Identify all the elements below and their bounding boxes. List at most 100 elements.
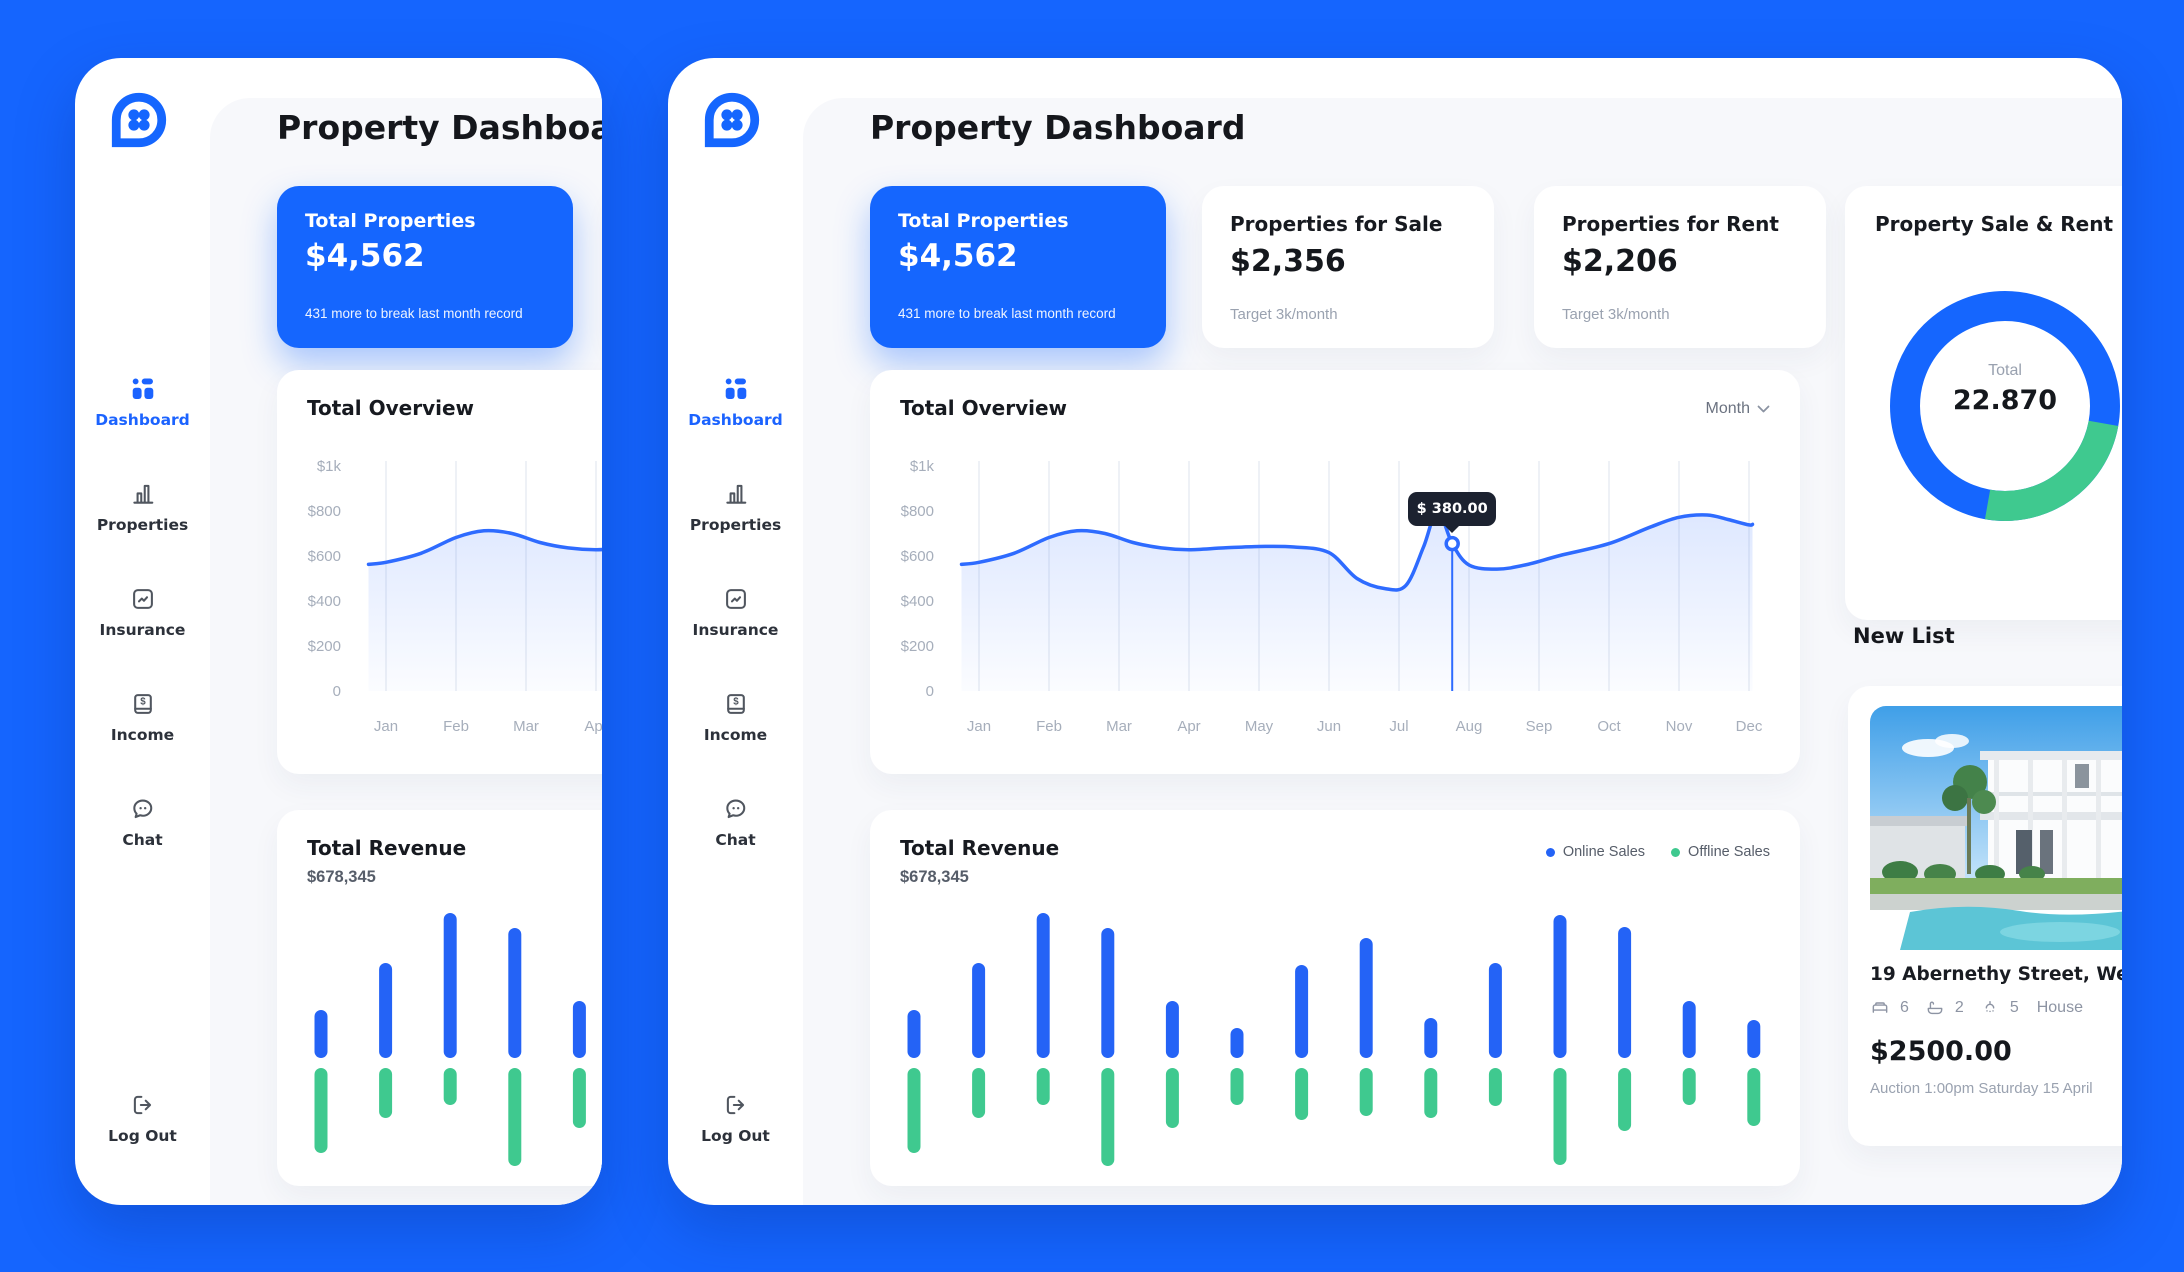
card-title: Property Sale & Rent bbox=[1875, 212, 2114, 236]
sidebar-item-logout[interactable]: Log Out bbox=[75, 1092, 210, 1145]
legend-online-sales: Online Sales bbox=[1545, 844, 1645, 860]
svg-text:Nov: Nov bbox=[1666, 718, 1693, 735]
sidebar-item-properties[interactable]: Properties bbox=[668, 481, 803, 534]
property-listing-card[interactable]: 19 Abernethy Street, Weetan 6 2 5 House … bbox=[1848, 686, 2122, 1146]
revenue-bar-chart bbox=[314, 913, 586, 1166]
sidebar-item-income[interactable]: $ Income bbox=[75, 691, 210, 744]
stat-title: Properties for Rent bbox=[1562, 212, 1779, 236]
svg-text:Jan: Jan bbox=[374, 718, 398, 735]
card-title: Total Overview bbox=[307, 396, 475, 420]
svg-text:Mar: Mar bbox=[1106, 718, 1132, 735]
svg-text:Apr: Apr bbox=[584, 718, 602, 735]
svg-text:$: $ bbox=[140, 697, 146, 708]
logout-icon bbox=[723, 1092, 749, 1118]
sidebar-item-dashboard[interactable]: Dashboard bbox=[668, 376, 803, 429]
sidebar-item-income[interactable]: $ Income bbox=[668, 691, 803, 744]
chat-bubble-icon bbox=[130, 796, 156, 822]
svg-text:Feb: Feb bbox=[443, 718, 469, 735]
svg-text:Sep: Sep bbox=[1526, 718, 1553, 735]
stat-value: $2,356 bbox=[1230, 244, 1346, 279]
bath-icon bbox=[1927, 1001, 1943, 1015]
svg-text:$600: $600 bbox=[901, 548, 934, 565]
sidebar-item-label: Chat bbox=[715, 831, 756, 849]
income-book-icon: $ bbox=[130, 691, 156, 717]
chevron-down-icon bbox=[1757, 405, 1770, 412]
svg-text:Mar: Mar bbox=[513, 718, 539, 735]
svg-text:Aug: Aug bbox=[1456, 718, 1483, 735]
total-revenue-card: Total Revenue $678,345 Online Sales Offl… bbox=[870, 810, 1800, 1186]
svg-text:$1k: $1k bbox=[317, 458, 342, 475]
properties-for-sale-card: Properties for Sale $2,356 Target 3k/mon… bbox=[1202, 186, 1494, 348]
stat-note: Target 3k/month bbox=[1230, 306, 1338, 323]
svg-text:$200: $200 bbox=[308, 638, 341, 655]
sidebar-item-chat[interactable]: Chat bbox=[75, 796, 210, 849]
insurance-box-icon bbox=[130, 586, 156, 612]
month-filter-label: Month bbox=[1705, 400, 1750, 417]
chart-legend: Online Sales Offline Sales bbox=[1545, 844, 1770, 860]
legend-dot-green bbox=[1671, 847, 1681, 857]
stat-title: Properties for Sale bbox=[1230, 212, 1443, 236]
listing-type: House bbox=[2036, 999, 2083, 1016]
svg-text:0: 0 bbox=[333, 683, 341, 700]
sidebar-item-dashboard[interactable]: Dashboard bbox=[75, 376, 210, 429]
stat-value: $4,562 bbox=[305, 238, 425, 274]
chart-tooltip: $ 380.00 bbox=[1408, 491, 1497, 533]
card-title: Total Overview bbox=[900, 396, 1068, 420]
sidebar-item-chat[interactable]: Chat bbox=[668, 796, 803, 849]
listing-address: 19 Abernethy Street, Weetan bbox=[1870, 964, 2122, 985]
svg-text:Oct: Oct bbox=[1597, 718, 1621, 735]
sidebar-item-insurance[interactable]: Insurance bbox=[75, 586, 210, 639]
property-photo bbox=[1870, 706, 2122, 950]
sidebar-item-label: Log Out bbox=[701, 1127, 770, 1145]
brand-logo bbox=[704, 92, 760, 148]
svg-text:Jul: Jul bbox=[1389, 718, 1408, 735]
legend-offline-sales: Offline Sales bbox=[1671, 844, 1770, 860]
sidebar-item-label: Log Out bbox=[108, 1127, 177, 1145]
listing-auction: Auction 1:00pm Saturday 15 April bbox=[1870, 1080, 2093, 1097]
total-revenue-card: Total Revenue $678,345 Online Sales Offl… bbox=[277, 810, 602, 1186]
properties-chart-icon bbox=[130, 481, 156, 507]
sidebar-item-properties[interactable]: Properties bbox=[75, 481, 210, 534]
total-properties-card: Total Properties $4,562 431 more to brea… bbox=[277, 186, 573, 348]
sidebar: Dashboard Properties Insurance $ Income … bbox=[75, 58, 210, 1205]
revenue-bar-chart bbox=[907, 913, 1761, 1166]
brand-logo bbox=[111, 92, 167, 148]
page-title: Property Dashboard bbox=[870, 108, 1246, 147]
stat-value: $2,206 bbox=[1562, 244, 1678, 279]
svg-text:$200: $200 bbox=[901, 638, 934, 655]
sidebar-item-label: Chat bbox=[122, 831, 163, 849]
stat-note: Target 3k/month bbox=[1562, 306, 1670, 323]
stat-title: Total Properties bbox=[305, 210, 476, 232]
insurance-box-icon bbox=[723, 586, 749, 612]
sidebar-item-logout[interactable]: Log Out bbox=[668, 1092, 803, 1145]
svg-text:Dec: Dec bbox=[1736, 718, 1763, 735]
svg-text:$800: $800 bbox=[308, 503, 341, 520]
sidebar-item-label: Insurance bbox=[99, 621, 186, 639]
card-title: Total Revenue bbox=[900, 836, 1060, 860]
revenue-total: $678,345 bbox=[307, 868, 376, 886]
stat-note: 431 more to break last month record bbox=[305, 306, 523, 321]
page-title: Property Dashboard bbox=[277, 108, 602, 147]
donut-center-text: Total 22.870 bbox=[1952, 362, 2058, 416]
svg-text:$1k: $1k bbox=[910, 458, 935, 475]
card-title: Total Revenue bbox=[307, 836, 467, 860]
properties-chart-icon bbox=[723, 481, 749, 507]
stat-title: Total Properties bbox=[898, 210, 1069, 232]
svg-text:Jun: Jun bbox=[1317, 718, 1341, 735]
chat-bubble-icon bbox=[723, 796, 749, 822]
sidebar-item-insurance[interactable]: Insurance bbox=[668, 586, 803, 639]
sidebar-item-label: Income bbox=[110, 726, 175, 744]
svg-text:$: $ bbox=[733, 697, 739, 708]
legend-dot-blue bbox=[1545, 847, 1555, 857]
month-filter-dropdown[interactable]: Month bbox=[1706, 400, 1770, 418]
sidebar-item-label: Properties bbox=[96, 516, 189, 534]
dashboard-grid-icon bbox=[723, 376, 749, 402]
revenue-total: $678,345 bbox=[900, 868, 969, 886]
svg-text:$400: $400 bbox=[308, 593, 341, 610]
svg-text:$800: $800 bbox=[901, 503, 934, 520]
listing-price: $2500.00 bbox=[1870, 1036, 2012, 1067]
dashboard-window-main: Dashboard Properties Insurance $ Income … bbox=[668, 58, 2122, 1205]
sidebar-item-label: Income bbox=[703, 726, 768, 744]
sidebar-item-label: Dashboard bbox=[95, 411, 190, 429]
